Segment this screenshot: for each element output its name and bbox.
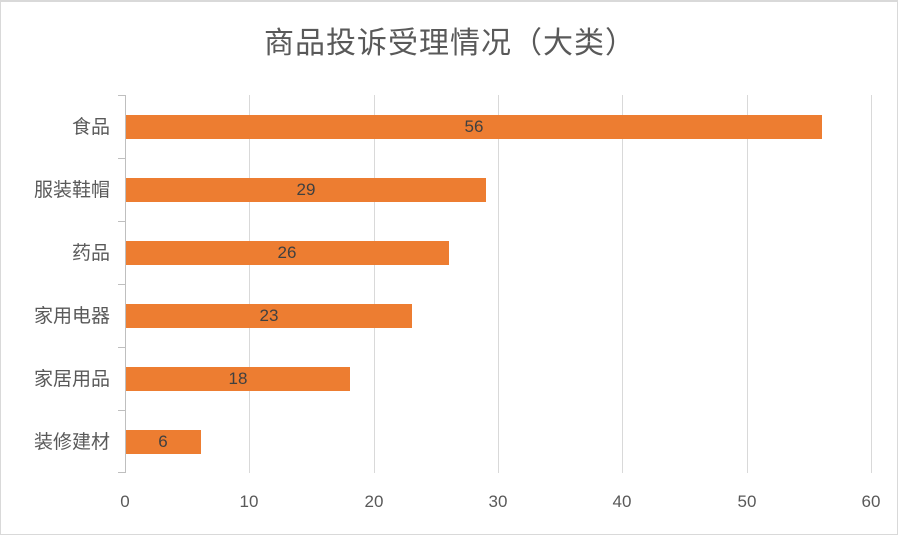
y-tick — [118, 95, 125, 96]
category-label: 服装鞋帽 — [33, 179, 110, 201]
data-label: 26 — [277, 243, 297, 262]
gridline — [622, 95, 623, 473]
category-label: 家居用品 — [33, 368, 110, 390]
y-tick — [118, 158, 125, 159]
category-label: 药品 — [71, 242, 110, 264]
data-label: 18 — [228, 369, 248, 388]
x-tick-label: 10 — [239, 492, 259, 511]
bar-apparel[interactable]: 29 — [126, 178, 486, 202]
gridline — [374, 95, 375, 473]
category-label: 家用电器 — [33, 305, 110, 327]
bar-building-materials[interactable]: 6 — [126, 430, 201, 454]
gridline — [747, 95, 748, 473]
data-label: 6 — [158, 432, 168, 451]
gridline — [249, 95, 250, 473]
data-label: 56 — [464, 117, 484, 136]
y-tick — [118, 221, 125, 222]
y-tick — [118, 410, 125, 411]
bar-medicine[interactable]: 26 — [126, 241, 449, 265]
x-tick-label: 50 — [737, 492, 757, 511]
y-tick — [118, 284, 125, 285]
category-label: 装修建材 — [33, 431, 110, 453]
y-axis — [125, 95, 126, 473]
plot-area: 56 29 26 23 18 6 — [118, 95, 872, 473]
x-tick-label: 0 — [120, 492, 130, 511]
chart-title: 商品投诉受理情况（大类） — [264, 26, 636, 61]
bar-household[interactable]: 18 — [126, 367, 350, 391]
gridline — [871, 95, 872, 473]
gridline — [498, 95, 499, 473]
x-tick-label: 40 — [612, 492, 632, 511]
category-label: 食品 — [71, 116, 110, 138]
x-tick-label: 30 — [488, 492, 508, 511]
data-label: 23 — [259, 306, 279, 325]
bar-appliances[interactable]: 23 — [126, 304, 412, 328]
bar-food[interactable]: 56 — [126, 115, 822, 139]
data-label: 29 — [296, 180, 316, 199]
y-tick — [118, 472, 125, 473]
x-tick-label: 60 — [861, 492, 881, 511]
y-tick — [118, 347, 125, 348]
x-tick-label: 20 — [364, 492, 384, 511]
